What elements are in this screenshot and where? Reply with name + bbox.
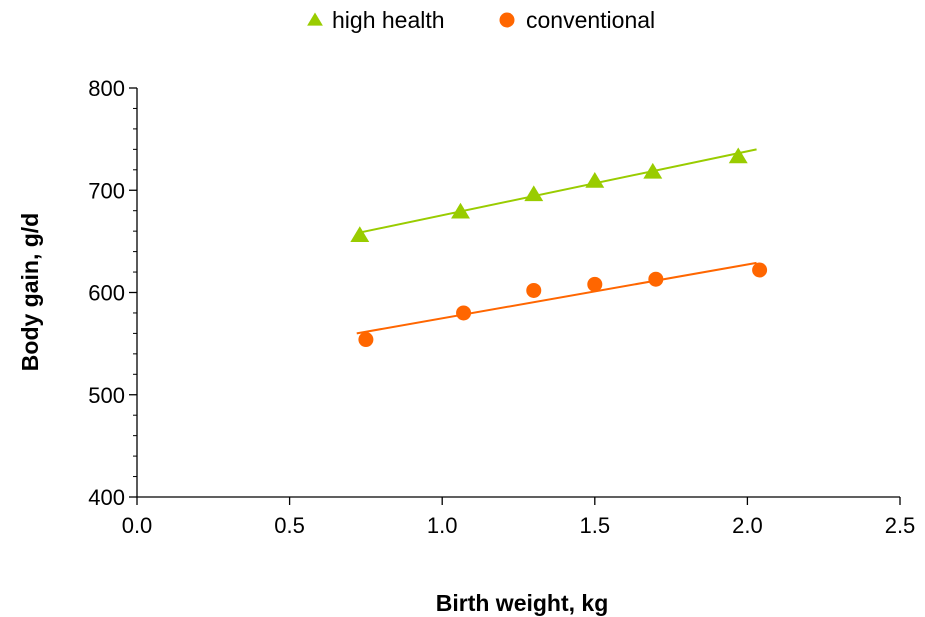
data-point-conventional [526,282,542,298]
x-tick-label: 1.5 [580,513,611,538]
data-point-conventional [587,276,603,292]
y-tick-label: 500 [88,383,125,408]
x-tick-label: 1.0 [427,513,458,538]
data-point-high-health [524,185,544,202]
data-point-high-health [643,162,663,179]
x-axis-title: Birth weight, kg [436,590,609,616]
data-point-conventional [752,262,768,278]
legend-marker-high-health [307,12,323,26]
x-tick-label: 0.0 [122,513,153,538]
x-tick-label: 2.5 [885,513,916,538]
data-point-high-health [585,172,605,188]
trendline-conventional [356,261,757,335]
y-tick-label: 800 [88,76,125,101]
y-tick-label: 600 [88,281,125,306]
y-axis-title: Body gain, g/d [17,213,43,371]
legend-label-conventional: conventional [526,7,655,33]
data-point-high-health [451,202,470,219]
legend: high health conventional [307,7,655,33]
data-point-high-health [728,147,748,164]
legend-marker-conventional [499,12,515,28]
legend-label-high-health: high health [332,7,445,33]
data-point-conventional [456,305,472,321]
y-tick-label: 400 [88,485,125,510]
x-tick-label: 0.5 [274,513,305,538]
y-tick-label: 700 [88,178,125,203]
data-point-conventional [648,271,664,287]
trendline-high-health [356,148,757,235]
data-point-high-health [350,226,370,242]
axes: 400 500 600 700 800 0.0 0.5 1.0 1.5 2.0 2.5 [88,76,915,538]
data-point-conventional [358,332,374,348]
plot-area [350,147,768,348]
x-tick-label: 2.0 [732,513,763,538]
